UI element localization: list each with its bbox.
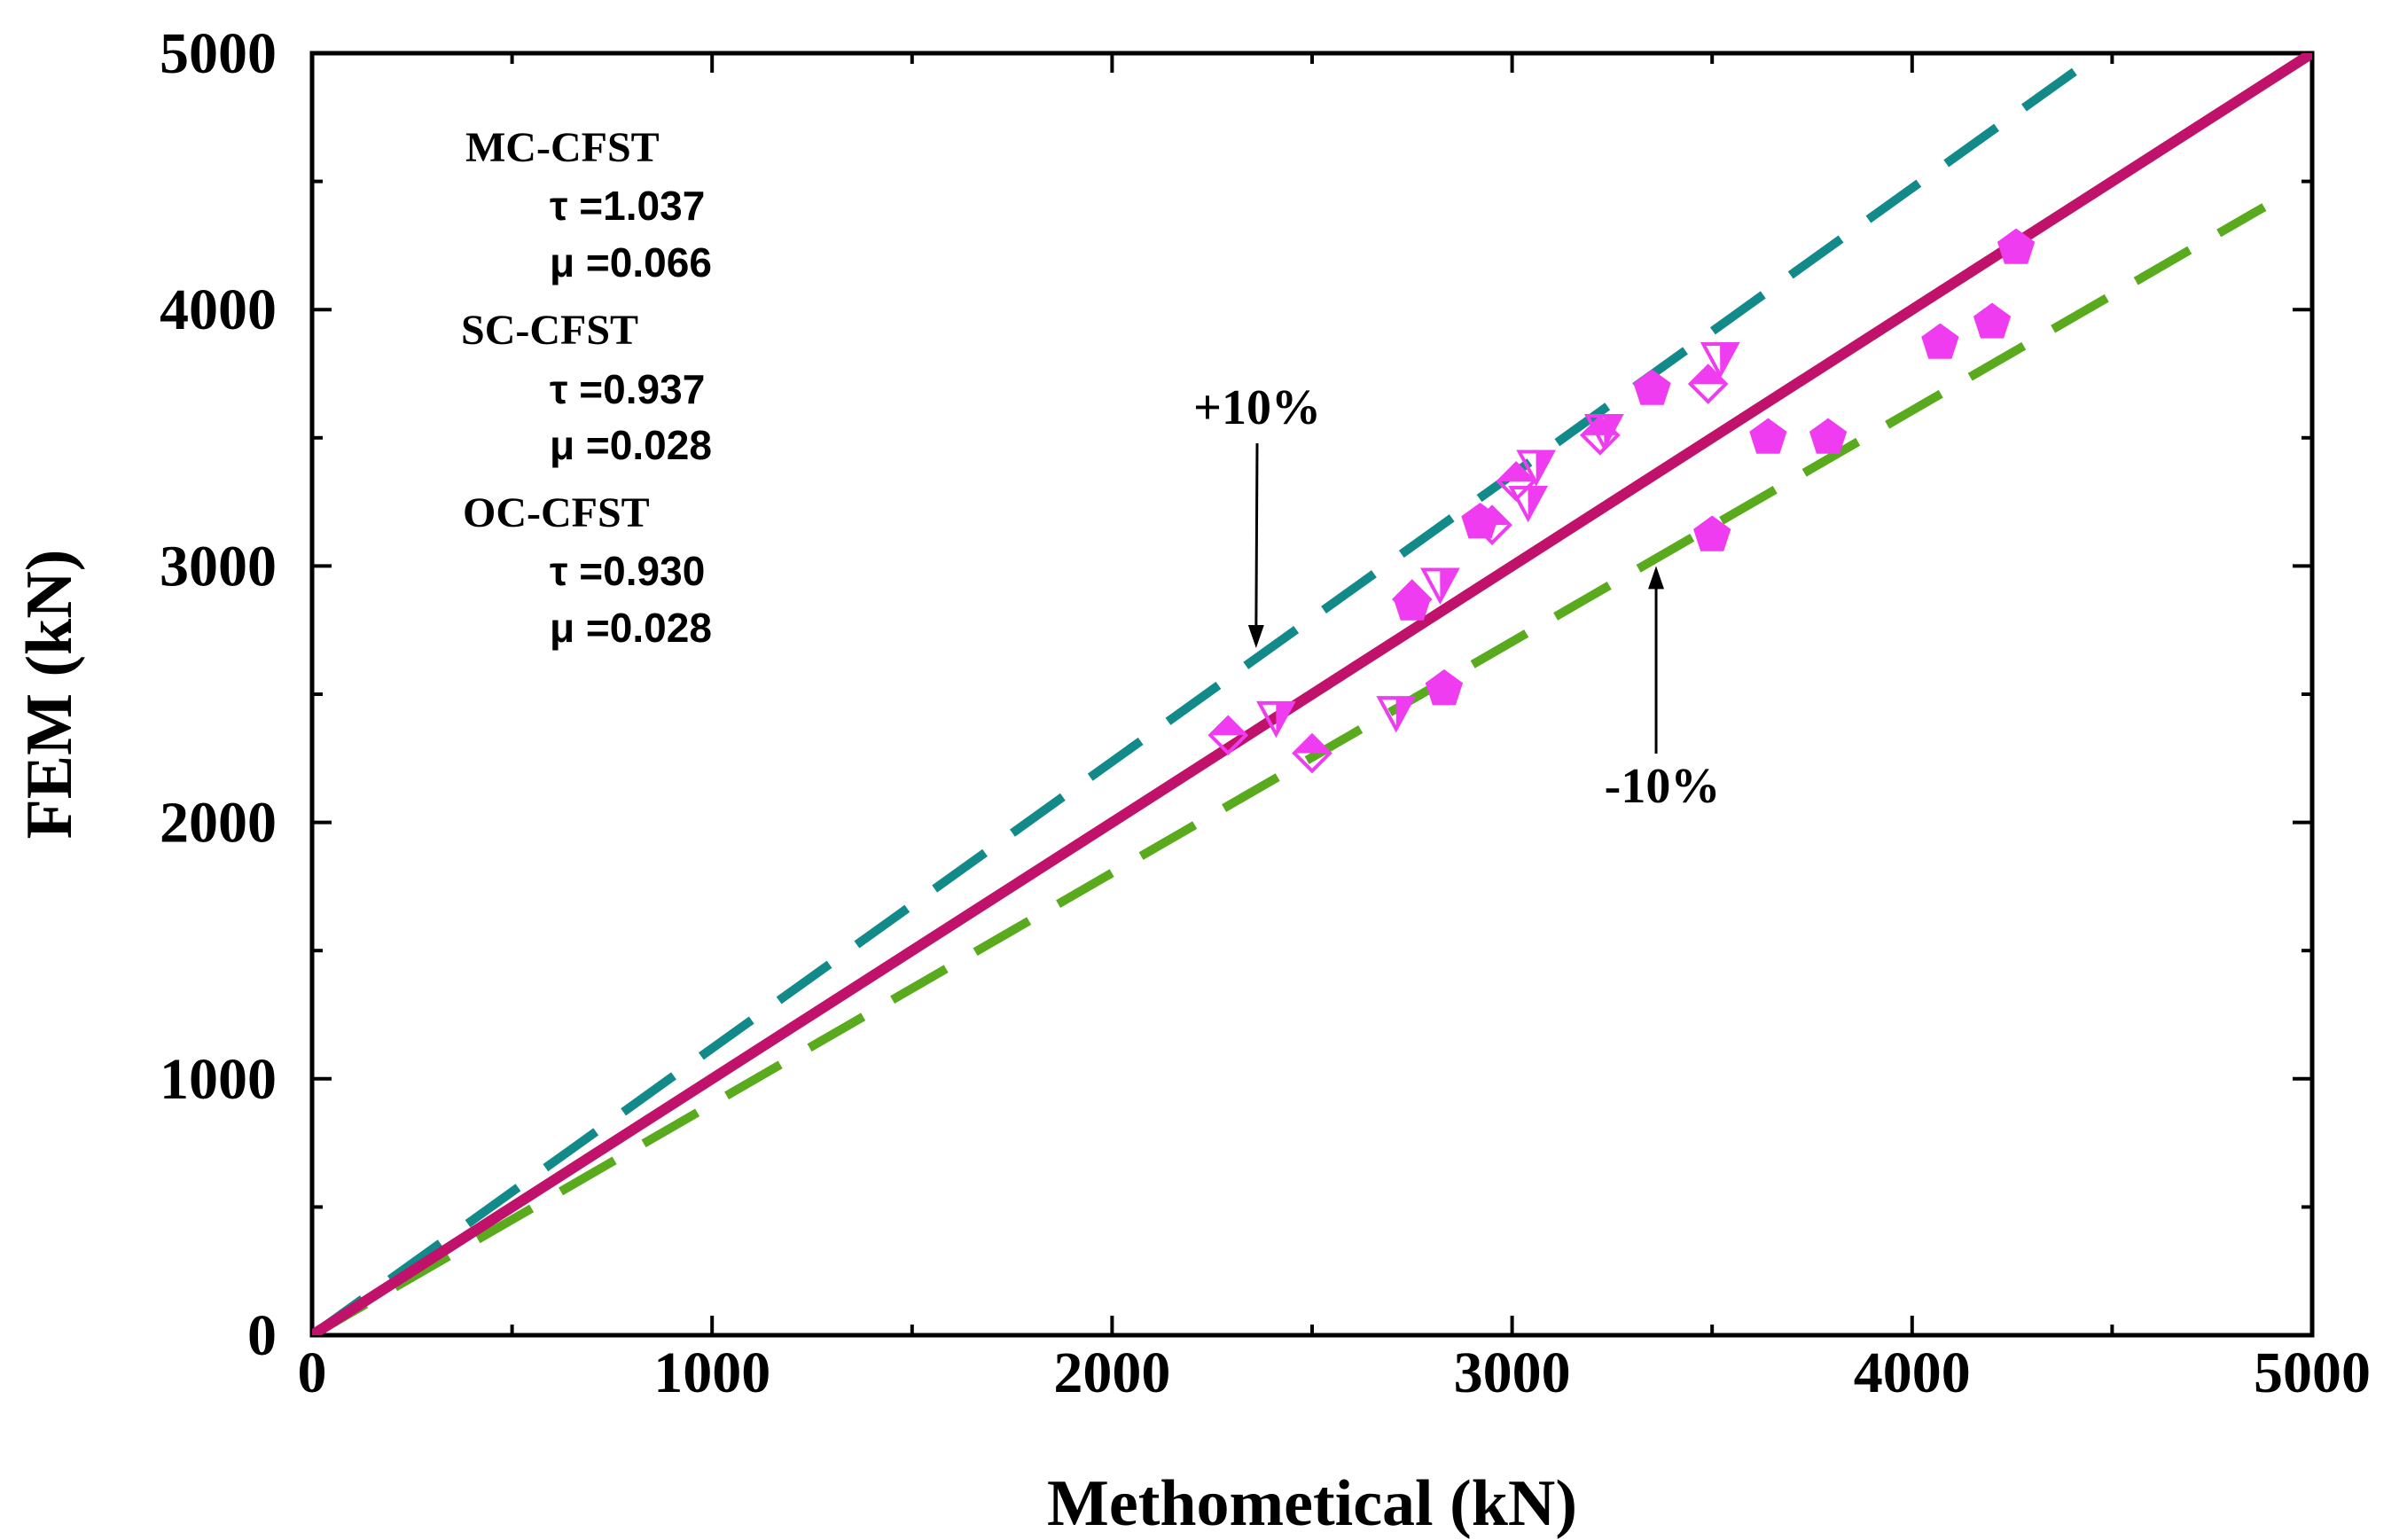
x-tick-label: 0 [298, 1341, 327, 1405]
point-mc-cfst [1997, 228, 2036, 264]
x-tick-label: 4000 [1854, 1341, 1971, 1405]
point-sc-cfst [1516, 449, 1557, 487]
stats-mu-mc: μ =0.066 [550, 239, 712, 285]
x-tick-label: 5000 [2254, 1341, 2371, 1405]
reference-lines [312, 53, 2312, 1335]
stats-name-sc: SC-CFST [461, 307, 638, 354]
stats-tau-oc: τ =0.930 [550, 548, 705, 594]
point-sc-cfst [1420, 567, 1460, 605]
line-minus-10 [312, 203, 2267, 1335]
stats-block: MC-CFST τ =1.037 μ =0.066 SC-CFST τ =0.9… [461, 124, 712, 651]
line-plus-10 [312, 53, 2103, 1335]
point-mc-cfst [1749, 418, 1787, 454]
arrow-plus-10 [1254, 442, 1259, 629]
y-tick-label: 5000 [160, 21, 277, 86]
stats-tau-mc: τ =1.037 [550, 183, 705, 229]
x-tick-label: 1000 [653, 1341, 770, 1405]
x-tick-label: 2000 [1053, 1341, 1170, 1405]
stats-name-mc: MC-CFST [465, 124, 660, 171]
y-tick-label: 4000 [160, 278, 277, 342]
point-sc-cfst [1508, 485, 1549, 523]
point-oc-cfst [1687, 364, 1729, 404]
point-oc-cfst [1472, 504, 1512, 545]
y-tick-label: 1000 [160, 1047, 277, 1112]
stats-name-oc: OC-CFST [463, 489, 650, 536]
point-mc-cfst [1973, 302, 2012, 339]
line-equality [312, 53, 2312, 1335]
point-mc-cfst [1809, 418, 1848, 454]
point-mc-cfst [1633, 369, 1671, 405]
point-oc-cfst [1207, 715, 1249, 756]
point-sc-cfst [1376, 696, 1417, 733]
x-axis-label: Methometical (kN) [1047, 1467, 1577, 1540]
annotation-minus-10: -10% [1605, 759, 1721, 814]
annotations: +10% -10% [1193, 380, 1720, 814]
annotation-plus-10: +10% [1193, 380, 1321, 435]
point-mc-cfst [1921, 323, 1959, 359]
point-sc-cfst [1256, 700, 1296, 739]
point-oc-cfst [1580, 415, 1621, 456]
point-sc-cfst [1700, 341, 1740, 379]
stats-mu-sc: μ =0.028 [550, 422, 712, 468]
arrowhead-minus-10 [1648, 566, 1665, 590]
point-mc-cfst [1425, 668, 1464, 706]
stats-mu-oc: μ =0.028 [550, 605, 712, 651]
y-tick-label: 3000 [160, 534, 277, 598]
point-oc-cfst [1391, 579, 1433, 620]
x-tick-label: 3000 [1454, 1341, 1571, 1405]
stats-tau-sc: τ =0.937 [550, 366, 705, 412]
point-oc-cfst [1292, 732, 1332, 774]
y-tick-labels: 0 1000 2000 3000 4000 5000 [160, 21, 277, 1368]
point-mc-cfst [1693, 515, 1731, 551]
data-points [1207, 228, 2036, 774]
y-axis-label: FEM (kN) [13, 550, 86, 840]
y-tick-label: 0 [247, 1303, 277, 1368]
y-tick-label: 2000 [160, 791, 277, 856]
x-tick-labels: 0 1000 2000 3000 4000 5000 [298, 1341, 2372, 1405]
point-oc-cfst [1496, 461, 1536, 502]
arrowhead-plus-10 [1247, 624, 1264, 648]
